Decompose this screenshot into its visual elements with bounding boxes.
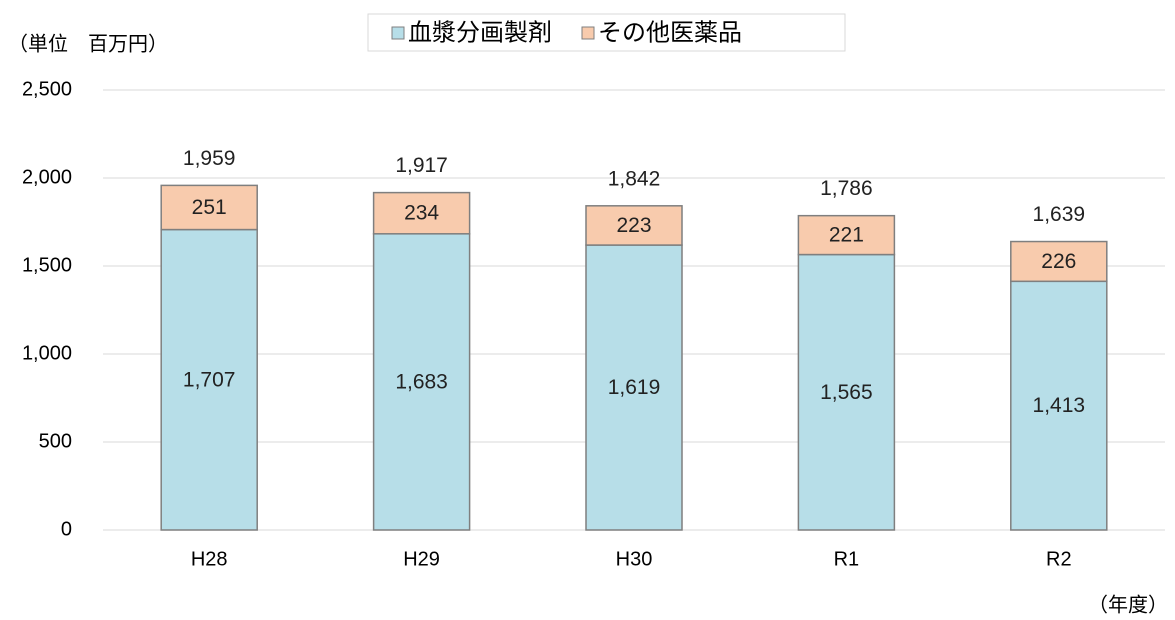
data-label: 1,683 (395, 370, 448, 393)
legend-swatch (391, 26, 405, 40)
data-label: 221 (829, 224, 864, 247)
total-label: 1,639 (1033, 203, 1086, 226)
y-tick-label: 1,500 (22, 254, 72, 276)
bar-segment (585, 244, 683, 531)
x-tick-label: R1 (834, 548, 860, 570)
bar-segment (1010, 280, 1108, 531)
x-tick-label: H29 (403, 548, 440, 570)
bar-segment (372, 233, 471, 531)
y-tick-label: 2,500 (22, 78, 72, 100)
total-label: 1,786 (820, 177, 873, 200)
x-tick-label: R2 (1046, 548, 1072, 570)
x-axis-label: （年度） (1088, 593, 1168, 616)
bar-segment (160, 184, 258, 231)
legend-box (367, 13, 846, 52)
data-label: 1,413 (1033, 394, 1086, 417)
legend-label: 血漿分画製剤 (408, 19, 552, 46)
bar-segment (797, 214, 896, 256)
unit-label: （単位 百万円） (8, 32, 168, 55)
total-label: 1,917 (395, 154, 448, 177)
data-label: 1,707 (183, 368, 236, 391)
legend-swatch (581, 26, 595, 40)
legend-label: その他医薬品 (598, 19, 742, 46)
data-label: 226 (1041, 250, 1076, 273)
y-tick-label: 500 (39, 430, 72, 452)
bar-segment (1010, 240, 1108, 283)
total-label: 1,959 (183, 147, 236, 170)
bar-segment (372, 191, 471, 235)
bar-segment (585, 205, 683, 246)
bar-segment (160, 228, 258, 531)
data-label: 223 (616, 214, 651, 237)
data-label: 1,619 (608, 376, 661, 399)
y-tick-label: 0 (61, 518, 72, 540)
y-tick-label: 2,000 (22, 166, 72, 188)
data-label: 1,565 (820, 381, 873, 404)
x-tick-label: H30 (616, 548, 653, 570)
x-tick-label: H28 (191, 548, 228, 570)
y-tick-label: 1,000 (22, 342, 72, 364)
total-label: 1,842 (608, 167, 661, 190)
data-label: 251 (192, 196, 227, 219)
bar-segment (797, 253, 896, 531)
data-label: 234 (404, 202, 439, 225)
